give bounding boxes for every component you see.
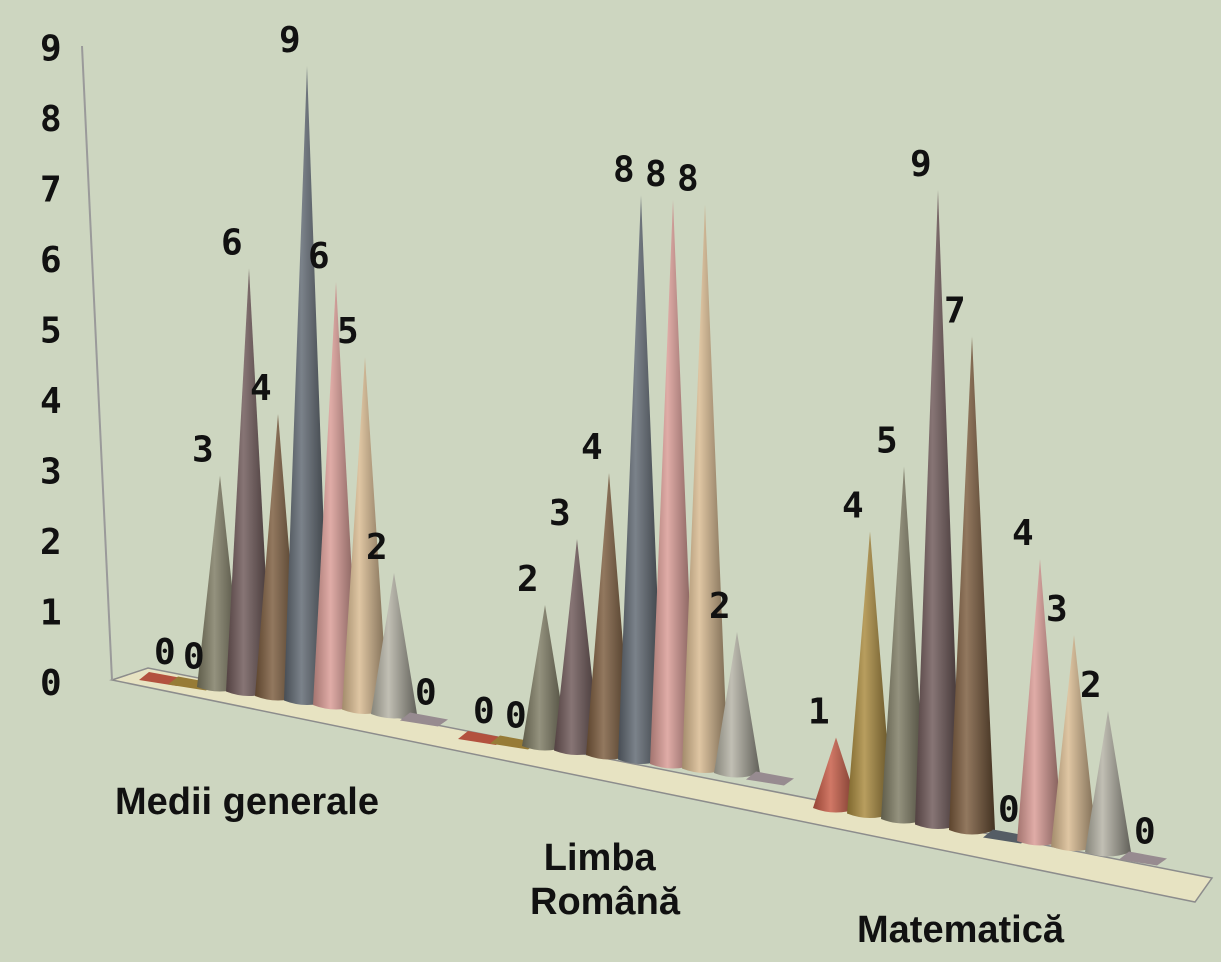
cone-mark xyxy=(682,204,728,773)
data-label: 2 xyxy=(517,559,539,600)
data-label: 6 xyxy=(308,236,330,277)
data-label: 2 xyxy=(1080,665,1102,706)
y-tick-label: 5 xyxy=(40,311,62,352)
cone-mark xyxy=(650,200,696,769)
y-tick-label: 7 xyxy=(40,170,62,211)
cone-mark xyxy=(915,190,961,829)
data-label: 5 xyxy=(876,421,898,462)
data-label: 5 xyxy=(337,311,359,352)
y-tick-label: 4 xyxy=(40,381,62,422)
cone-mark xyxy=(881,466,927,824)
y-tick-label: 1 xyxy=(40,593,62,634)
data-label: 2 xyxy=(709,586,731,627)
cone-mark xyxy=(400,712,448,727)
cone-mark xyxy=(714,632,760,778)
data-label: 8 xyxy=(677,159,699,200)
cone-mark xyxy=(226,268,272,696)
cone-mark xyxy=(847,531,893,818)
y-axis-line xyxy=(81,45,113,681)
cone-mark xyxy=(1119,851,1167,866)
data-label: 0 xyxy=(1134,812,1156,853)
category-label-limba-romana-line2: Română xyxy=(530,881,681,923)
cone-mark xyxy=(949,336,995,835)
cone-mark xyxy=(554,539,600,755)
data-label: 1 xyxy=(808,692,830,733)
data-label: 0 xyxy=(505,696,527,737)
category-label-matematica: Matematică xyxy=(857,909,1065,951)
cone-mark xyxy=(1017,559,1063,846)
cone-mark xyxy=(284,66,330,705)
data-label: 3 xyxy=(1046,589,1068,630)
data-label: 4 xyxy=(842,486,864,527)
data-label: 4 xyxy=(250,368,272,409)
data-label: 3 xyxy=(549,493,571,534)
data-label: 0 xyxy=(473,691,495,732)
cone-mark xyxy=(522,605,568,751)
y-tick-label: 8 xyxy=(40,99,62,140)
data-label: 9 xyxy=(910,144,932,185)
y-tick-label: 2 xyxy=(40,522,62,563)
data-label: 9 xyxy=(279,20,301,61)
cone-mark xyxy=(586,473,632,760)
cone-mark xyxy=(1051,635,1097,851)
data-label: 4 xyxy=(581,427,603,468)
data-label: 4 xyxy=(1012,513,1034,554)
y-tick-label: 0 xyxy=(40,663,62,704)
cone-mark xyxy=(746,771,794,786)
chart-floor xyxy=(109,667,1214,903)
data-label: 6 xyxy=(221,223,243,264)
data-label: 2 xyxy=(366,527,388,568)
y-tick-label: 6 xyxy=(40,240,62,281)
data-label: 8 xyxy=(645,154,667,195)
category-label-medii-generale: Medii generale xyxy=(115,781,379,823)
data-label: 0 xyxy=(154,632,176,673)
cone-mark xyxy=(371,573,417,719)
chart-axes xyxy=(81,45,1214,903)
y-tick-label: 3 xyxy=(40,452,62,493)
data-label: 0 xyxy=(415,673,437,714)
data-label: 3 xyxy=(192,430,214,471)
data-label: 7 xyxy=(944,291,966,332)
cone-mark xyxy=(342,357,388,714)
data-label: 0 xyxy=(183,637,205,678)
cone-mark xyxy=(618,195,664,764)
cone-mark xyxy=(1085,711,1131,857)
data-label: 0 xyxy=(998,790,1020,831)
cone-mark xyxy=(313,282,359,710)
y-tick-label: 9 xyxy=(40,29,62,70)
data-label: 8 xyxy=(613,150,635,191)
cone-mark xyxy=(813,737,859,813)
category-label-limba-romana: Limba Română xyxy=(530,837,681,923)
category-label-limba-romana-line1: Limba xyxy=(544,837,657,879)
